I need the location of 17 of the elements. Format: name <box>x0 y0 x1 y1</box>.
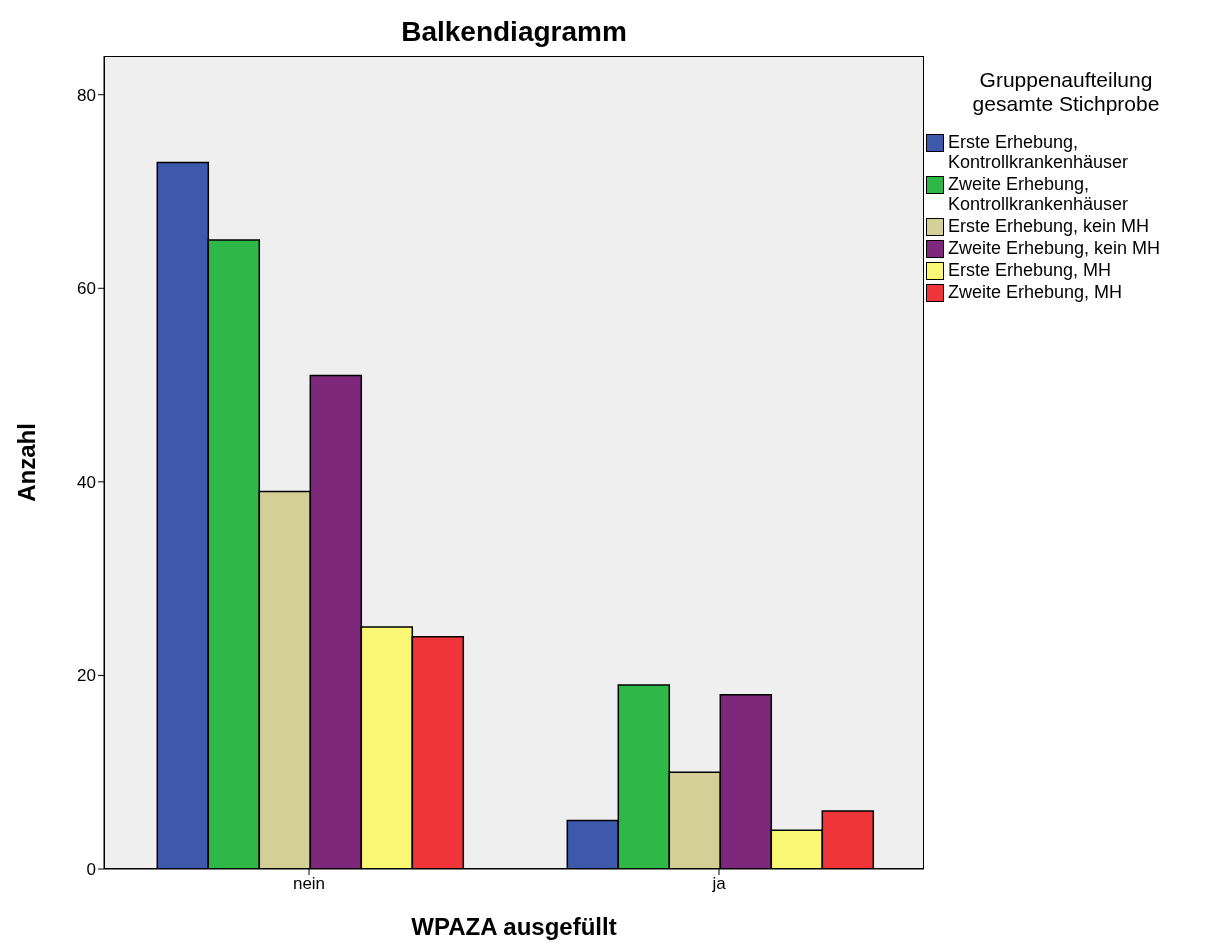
legend-label: Zweite Erhebung, kein MH <box>948 238 1161 258</box>
legend-label: Zweite Erhebung, Kontrollkrankenhäuser <box>948 174 1130 214</box>
x-tick-label: ja <box>711 874 727 894</box>
x-axis-title: WPAZA ausgefüllt <box>411 913 617 940</box>
y-tick-label: 80 <box>77 85 96 105</box>
legend-label: Erste Erhebung, MH <box>948 260 1112 280</box>
y-tick-label: 60 <box>77 279 96 299</box>
legend-title: Gruppenaufteilung gesamte Stichprobe <box>971 68 1161 116</box>
y-tick-label: 40 <box>77 472 96 492</box>
legend-label: Erste Erhebung, Kontrollkrankenhäuser <box>948 132 1130 172</box>
legend-label: Erste Erhebung, kein MH <box>948 216 1150 236</box>
chart-title: Balkendiagramm <box>400 16 628 48</box>
y-tick-label: 20 <box>77 666 96 686</box>
y-axis-title: Anzahl <box>12 423 40 502</box>
x-tick-label: nein <box>292 874 326 894</box>
legend-label: Zweite Erhebung, MH <box>948 282 1123 302</box>
y-tick-label: 0 <box>86 860 96 880</box>
